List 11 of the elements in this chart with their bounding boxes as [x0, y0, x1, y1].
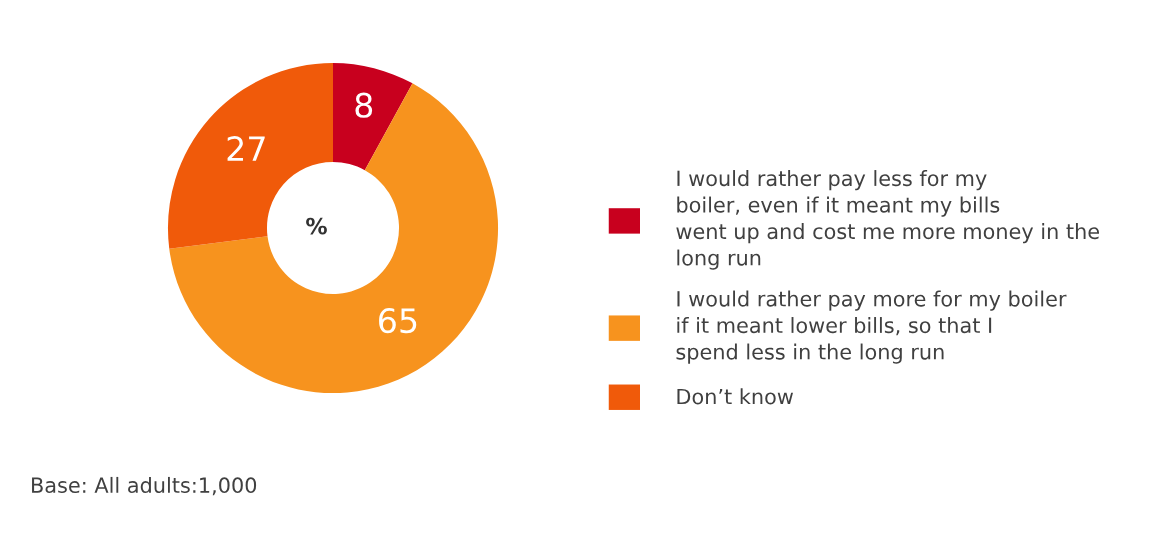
text: Base: All adults:1,000 [32, 476, 257, 496]
legend-label: Don’t know [677, 388, 793, 405]
donut-slice [167, 62, 333, 249]
text: % [306, 217, 327, 235]
donut-slice [333, 62, 413, 171]
data-label: 65 [379, 308, 417, 334]
legend-label: I would rather pay less for my boiler, even if it meant my bills went up and cost me more money in the long run [676, 170, 1099, 270]
legend-label: I would rather pay more for my boiler if it meant lower bills, so that I spend less in the long run [676, 290, 1067, 364]
data-label: 8 [355, 92, 373, 118]
donut-slice [169, 83, 499, 394]
data-label: 27 [227, 136, 265, 161]
